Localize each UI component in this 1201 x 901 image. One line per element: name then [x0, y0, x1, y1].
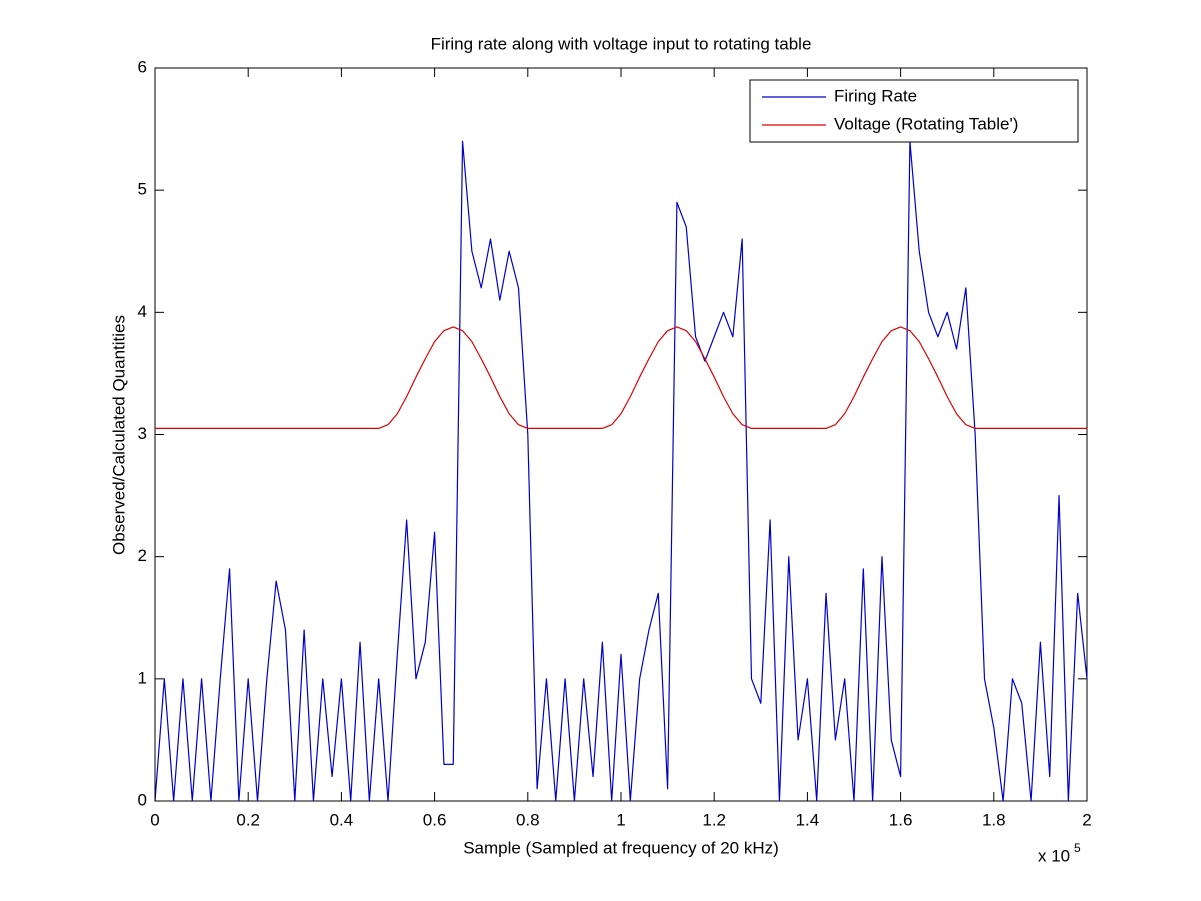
- x-tick-label: 0.2: [236, 810, 260, 829]
- legend-box: [749, 79, 1079, 143]
- x-tick-label: 0.6: [423, 810, 447, 829]
- plot-area: [154, 140, 1088, 802]
- x-tick-label: 0.8: [516, 810, 540, 829]
- x-scale-base: x 10: [1038, 846, 1070, 865]
- x-scale-exponent: 5: [1074, 841, 1081, 855]
- y-tick-label: 4: [138, 302, 147, 321]
- y-tick-label: 2: [138, 546, 147, 565]
- x-tick-label: 1.6: [889, 810, 913, 829]
- y-tick-label: 0: [138, 790, 147, 809]
- legend-label: Voltage (Rotating Table'): [834, 114, 1018, 133]
- y-tick-label: 1: [138, 668, 147, 687]
- x-axis-label: Sample (Sampled at frequency of 20 kHz): [463, 838, 779, 857]
- x-tick-label: 1.4: [796, 810, 820, 829]
- legend-label: Firing Rate: [834, 86, 917, 105]
- x-tick-label: 2: [1082, 810, 1091, 829]
- y-axis-label: Observed/Calculated Quantities: [109, 315, 128, 555]
- y-tick-label: 6: [138, 57, 147, 76]
- series-line: [154, 140, 1088, 802]
- chart-title: Firing rate along with voltage input to …: [431, 34, 812, 53]
- x-tick-label: 0: [150, 810, 159, 829]
- x-tick-label: 1: [616, 810, 625, 829]
- series-line: [155, 326, 1087, 429]
- x-tick-label: 1.2: [702, 810, 726, 829]
- x-tick-label: 1.8: [982, 810, 1006, 829]
- y-tick-label: 3: [138, 424, 147, 443]
- y-tick-label: 5: [138, 180, 147, 199]
- plot-frame: [154, 67, 1088, 802]
- x-tick-label: 0.4: [330, 810, 354, 829]
